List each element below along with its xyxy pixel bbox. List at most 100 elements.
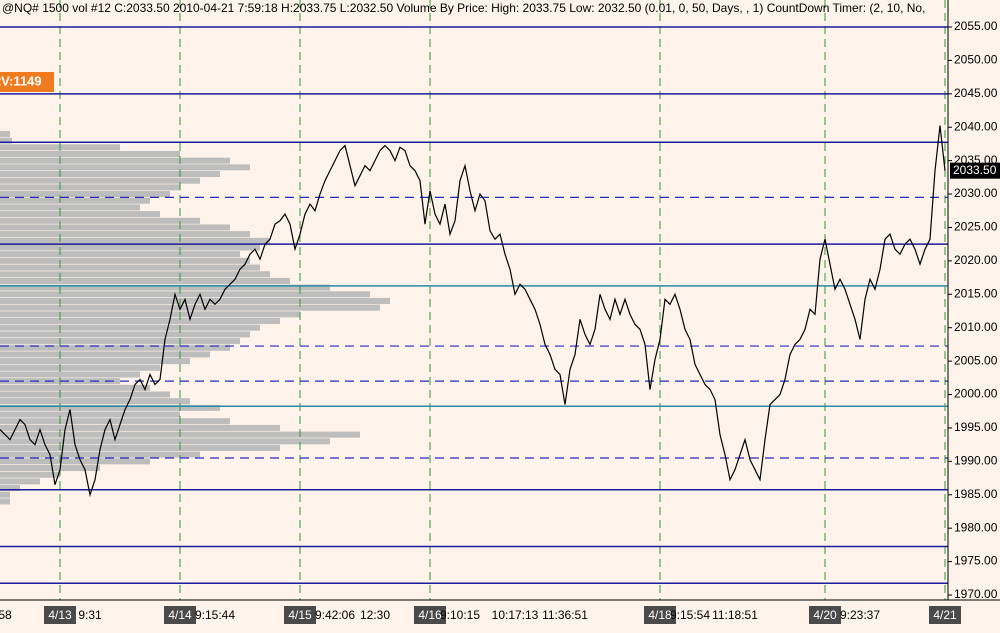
volume-bar	[0, 224, 230, 231]
volume-bar	[0, 344, 230, 351]
y-tick-label: 2020.00	[954, 253, 998, 267]
day-label-box	[44, 606, 76, 624]
volume-bar	[0, 297, 390, 304]
x-tick-label: 9:23:37	[840, 608, 880, 622]
volume-bar	[0, 137, 12, 144]
y-tick-label: 2005.00	[954, 353, 998, 367]
volume-bar	[0, 465, 100, 472]
volume-bar	[0, 164, 250, 171]
x-tick-label: 4/15	[288, 608, 312, 622]
volume-bar	[0, 244, 260, 251]
x-tick-label: 4/13	[48, 608, 72, 622]
volume-bar	[0, 304, 380, 311]
x-tick-label: 9:10:15	[440, 608, 480, 622]
volume-bar	[0, 384, 150, 391]
y-tick-label: 1970.00	[954, 587, 998, 601]
volume-bar	[0, 478, 40, 485]
volume-bar	[0, 204, 140, 211]
volume-bar	[0, 485, 20, 492]
y-tick-label: 1975.00	[954, 554, 998, 568]
volume-bar	[0, 291, 370, 298]
x-tick-label: 9:42:06	[315, 608, 355, 622]
volume-bar	[0, 444, 280, 451]
y-tick-label: 1985.00	[954, 487, 998, 501]
y-tick-label: 1980.00	[954, 520, 998, 534]
volume-bar	[0, 130, 10, 137]
volume-bar	[0, 251, 240, 258]
x-tick-label: 58	[0, 608, 12, 622]
volume-bar	[0, 257, 250, 264]
volume-bar	[0, 217, 200, 224]
volume-bar	[0, 324, 260, 331]
volume-bar	[0, 150, 180, 157]
volume-bar	[0, 498, 10, 505]
y-tick-label: 1995.00	[954, 420, 998, 434]
volume-bar	[0, 404, 220, 411]
x-tick-label: 12:30	[360, 608, 390, 622]
volume-bar	[0, 318, 280, 325]
x-tick-label: 4/16	[418, 608, 442, 622]
day-label-box	[164, 606, 196, 624]
y-tick-label: 2015.00	[954, 286, 998, 300]
x-tick-label: 4/20	[813, 608, 837, 622]
volume-bar	[0, 358, 190, 365]
x-tick-label: 11:18:51	[712, 608, 758, 622]
y-tick-label: 2030.00	[954, 186, 998, 200]
x-tick-label: 10:17:13	[492, 608, 539, 622]
day-label-box	[809, 606, 841, 624]
x-tick-label: 9:31	[78, 608, 102, 622]
volume-bar	[0, 351, 210, 358]
volume-bar	[0, 170, 220, 178]
volume-bar	[0, 391, 170, 398]
day-label-box	[284, 606, 316, 624]
y-tick-label: 2055.00	[954, 19, 998, 33]
volume-bar	[0, 491, 10, 498]
volume-bar	[0, 264, 260, 271]
volume-bar	[0, 338, 240, 345]
volume-bar	[0, 458, 150, 465]
volume-bar	[0, 451, 200, 458]
y-tick-label: 1990.00	[954, 454, 998, 468]
y-tick-label: 2010.00	[954, 320, 998, 334]
volume-bar	[0, 211, 160, 218]
volume-bar	[0, 411, 180, 418]
last-price-box	[950, 162, 1000, 179]
volume-bar	[0, 331, 250, 338]
volume-bar	[0, 197, 150, 204]
volume-bar	[0, 231, 250, 238]
x-tick-label: 11:36:51	[542, 608, 588, 622]
price-line	[0, 125, 946, 498]
volume-bar	[0, 471, 60, 478]
volume-bar	[0, 311, 300, 318]
volume-bar	[0, 418, 230, 425]
day-label-box	[414, 606, 446, 624]
y-tick-label: 2040.00	[954, 119, 998, 133]
y-tick-label: 2025.00	[954, 220, 998, 234]
volume-bar	[0, 177, 200, 184]
x-tick-label: 9:15:44	[195, 608, 235, 622]
day-label-box	[644, 606, 676, 624]
x-tick-label: 4/18	[648, 608, 672, 622]
volume-bar	[0, 184, 180, 191]
x-tick-label: 4/14	[168, 608, 192, 622]
header-text: @NQ# 1500 vol #12 C:2033.50 2010-04-21 7…	[2, 1, 925, 15]
volume-bar	[0, 284, 330, 291]
badge-text: RV:1149	[0, 73, 42, 88]
volume-bar	[0, 364, 160, 371]
volume-bar	[0, 438, 330, 445]
day-label-box	[929, 606, 961, 624]
volume-bar	[0, 271, 270, 278]
y-tick-label: 2000.00	[954, 387, 998, 401]
volume-bar	[0, 424, 280, 431]
last-price-label: 2033.50	[953, 163, 997, 177]
volume-bar	[0, 371, 140, 378]
y-tick-label: 2050.00	[954, 53, 998, 67]
volume-bar	[0, 191, 170, 198]
x-tick-label: 4/21	[933, 608, 957, 622]
volume-bar	[0, 237, 270, 244]
y-tick-label: 2045.00	[954, 86, 998, 100]
volume-bar	[0, 398, 190, 405]
volume-bar	[0, 157, 230, 164]
